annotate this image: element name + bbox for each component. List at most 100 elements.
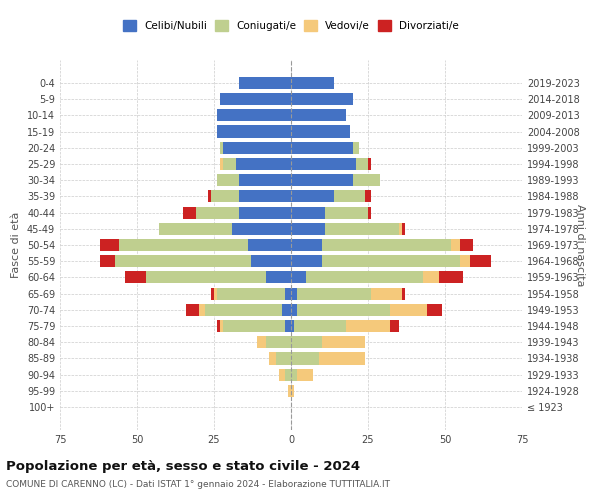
Bar: [211, 288, 214, 300]
Bar: [291, 206, 325, 218]
Bar: [346, 320, 389, 332]
Bar: [291, 368, 297, 381]
Bar: [322, 255, 460, 268]
Bar: [223, 320, 285, 332]
Bar: [217, 174, 239, 186]
Text: Popolazione per età, sesso e stato civile - 2024: Popolazione per età, sesso e stato civil…: [6, 460, 360, 473]
Bar: [278, 368, 285, 381]
Bar: [239, 77, 291, 89]
Bar: [365, 190, 371, 202]
Bar: [322, 336, 365, 348]
Bar: [334, 190, 365, 202]
Bar: [220, 158, 223, 170]
Bar: [353, 174, 380, 186]
Bar: [371, 288, 402, 300]
Bar: [322, 239, 451, 251]
Bar: [291, 320, 294, 332]
Bar: [220, 142, 223, 154]
Bar: [297, 288, 371, 300]
Bar: [291, 109, 346, 122]
Bar: [451, 239, 460, 251]
Bar: [356, 158, 368, 170]
Bar: [146, 272, 266, 283]
Bar: [460, 239, 473, 251]
Bar: [399, 222, 402, 235]
Y-axis label: Anni di nascita: Anni di nascita: [575, 204, 585, 286]
Bar: [239, 174, 291, 186]
Bar: [291, 304, 297, 316]
Bar: [291, 142, 353, 154]
Bar: [297, 304, 389, 316]
Bar: [119, 239, 248, 251]
Bar: [285, 320, 291, 332]
Bar: [236, 158, 291, 170]
Bar: [239, 190, 291, 202]
Bar: [211, 190, 239, 202]
Bar: [291, 288, 297, 300]
Bar: [208, 190, 211, 202]
Bar: [239, 206, 291, 218]
Bar: [217, 288, 285, 300]
Bar: [319, 352, 365, 364]
Bar: [291, 222, 325, 235]
Bar: [223, 142, 291, 154]
Bar: [297, 368, 313, 381]
Bar: [353, 142, 359, 154]
Bar: [220, 93, 291, 105]
Bar: [291, 352, 319, 364]
Bar: [291, 190, 334, 202]
Bar: [158, 222, 232, 235]
Bar: [291, 255, 322, 268]
Bar: [223, 158, 236, 170]
Bar: [294, 320, 346, 332]
Bar: [402, 288, 405, 300]
Bar: [291, 158, 356, 170]
Bar: [368, 206, 371, 218]
Bar: [125, 272, 146, 283]
Bar: [389, 320, 399, 332]
Legend: Celibi/Nubili, Coniugati/e, Vedovi/e, Divorziati/e: Celibi/Nubili, Coniugati/e, Vedovi/e, Di…: [120, 17, 462, 34]
Bar: [291, 272, 307, 283]
Bar: [186, 304, 199, 316]
Bar: [285, 368, 291, 381]
Text: COMUNE DI CARENNO (LC) - Dati ISTAT 1° gennaio 2024 - Elaborazione TUTTITALIA.IT: COMUNE DI CARENNO (LC) - Dati ISTAT 1° g…: [6, 480, 390, 489]
Bar: [115, 255, 251, 268]
Bar: [427, 304, 442, 316]
Bar: [291, 126, 350, 138]
Bar: [217, 126, 291, 138]
Bar: [439, 272, 463, 283]
Bar: [269, 352, 275, 364]
Bar: [217, 109, 291, 122]
Bar: [325, 222, 399, 235]
Bar: [402, 222, 405, 235]
Bar: [232, 222, 291, 235]
Bar: [291, 336, 322, 348]
Bar: [285, 288, 291, 300]
Bar: [214, 288, 217, 300]
Bar: [325, 206, 368, 218]
Bar: [257, 336, 266, 348]
Bar: [100, 239, 119, 251]
Bar: [291, 77, 334, 89]
Bar: [424, 272, 439, 283]
Bar: [389, 304, 427, 316]
Bar: [291, 93, 353, 105]
Bar: [470, 255, 491, 268]
Bar: [307, 272, 424, 283]
Y-axis label: Fasce di età: Fasce di età: [11, 212, 21, 278]
Bar: [368, 158, 371, 170]
Bar: [291, 239, 322, 251]
Bar: [248, 239, 291, 251]
Bar: [199, 304, 205, 316]
Bar: [291, 174, 353, 186]
Bar: [291, 385, 294, 397]
Bar: [275, 352, 291, 364]
Bar: [266, 272, 291, 283]
Bar: [460, 255, 470, 268]
Bar: [183, 206, 196, 218]
Bar: [100, 255, 115, 268]
Bar: [205, 304, 282, 316]
Bar: [217, 320, 220, 332]
Bar: [251, 255, 291, 268]
Bar: [282, 304, 291, 316]
